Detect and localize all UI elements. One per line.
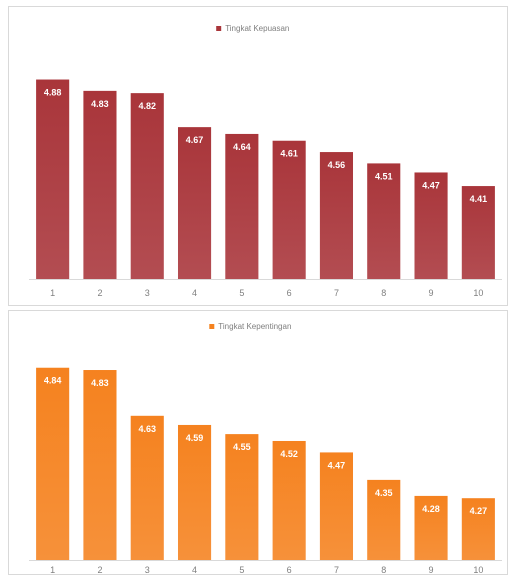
x-tick-label: 9	[429, 565, 434, 574]
data-label: 4.59	[186, 433, 204, 443]
importance-bar-chart: Tingkat Kepentingan 4.84 1 4.83 2 4.63 3 4.59 4 4…	[29, 322, 502, 574]
x-tick-label: 7	[334, 288, 339, 298]
x-tick-label: 2	[97, 565, 102, 574]
data-label: 4.35	[375, 488, 393, 498]
legend: Tingkat Kepuasan	[216, 24, 289, 33]
x-tick-label: 3	[145, 288, 150, 298]
bar	[319, 152, 354, 279]
data-label: 4.63	[138, 424, 156, 434]
bar	[177, 424, 212, 560]
legend-label: Tingkat Kepentingan	[218, 322, 291, 331]
x-tick-label: 5	[239, 565, 244, 574]
importance-chart-panel: Tingkat Kepentingan 4.84 1 4.83 2 4.63 3 4.59 4 4…	[8, 310, 508, 575]
legend: Tingkat Kepentingan	[209, 322, 291, 331]
bar	[130, 93, 164, 279]
satisfaction-chart-panel: Tingkat Kepuasan 4.88 1 4.83 2 4.82 3 4.67 4 4.64…	[8, 6, 508, 306]
x-tick-label: 4	[192, 288, 197, 298]
bar	[177, 127, 212, 279]
data-label: 4.51	[375, 171, 393, 181]
data-label: 4.47	[328, 460, 346, 470]
data-label: 4.41	[470, 194, 488, 204]
bar	[367, 163, 401, 279]
bar	[36, 79, 70, 280]
bar	[272, 440, 306, 560]
bar	[414, 172, 448, 279]
data-label: 4.55	[233, 442, 251, 452]
bar	[319, 452, 354, 560]
legend-swatch	[209, 324, 215, 329]
x-tick-label: 9	[429, 288, 434, 298]
x-tick-label: 1	[50, 565, 55, 574]
bar	[414, 495, 448, 560]
x-tick-label: 8	[381, 288, 386, 298]
x-tick-label: 10	[473, 288, 483, 298]
bar	[83, 370, 117, 560]
satisfaction-bar-chart: Tingkat Kepuasan 4.88 1 4.83 2 4.82 3 4.67 4 4.64…	[29, 24, 502, 298]
x-tick-label: 6	[287, 288, 292, 298]
bar	[272, 140, 306, 279]
data-label: 4.83	[91, 378, 109, 388]
bar	[225, 133, 259, 279]
legend-label: Tingkat Kepuasan	[225, 24, 289, 33]
data-label: 4.52	[280, 449, 298, 459]
x-tick-label: 7	[334, 565, 339, 574]
data-label: 4.27	[470, 506, 488, 516]
bar	[461, 498, 495, 560]
x-tick-label: 8	[381, 565, 386, 574]
bar	[36, 367, 70, 560]
data-label: 4.67	[186, 135, 204, 145]
data-label: 4.28	[422, 504, 440, 514]
data-label: 4.88	[44, 88, 62, 98]
bar	[367, 479, 401, 560]
x-tick-label: 10	[473, 565, 483, 574]
x-tick-label: 5	[239, 288, 244, 298]
data-label: 4.56	[328, 160, 346, 170]
data-label: 4.61	[280, 149, 298, 159]
data-label: 4.84	[44, 376, 62, 386]
bar	[461, 186, 495, 279]
x-tick-label: 2	[97, 288, 102, 298]
x-tick-label: 6	[287, 565, 292, 574]
data-label: 4.47	[422, 180, 440, 190]
data-label: 4.83	[91, 99, 109, 109]
bar	[83, 90, 117, 279]
data-label: 4.64	[233, 142, 251, 152]
x-tick-label: 4	[192, 565, 197, 574]
data-label: 4.82	[138, 101, 156, 111]
bar	[225, 434, 259, 560]
bar	[130, 415, 164, 560]
x-tick-label: 3	[145, 565, 150, 574]
x-tick-label: 1	[50, 288, 55, 298]
legend-swatch	[216, 26, 222, 31]
